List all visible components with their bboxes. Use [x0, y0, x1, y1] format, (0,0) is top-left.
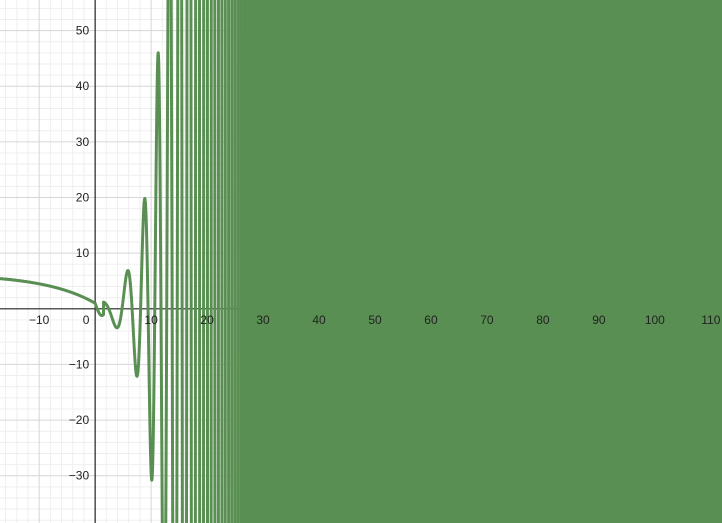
- y-tick-label: 30: [76, 135, 90, 149]
- x-tick-label: 30: [256, 313, 270, 327]
- y-tick-label: −10: [69, 357, 90, 371]
- x-tick-label: 0: [83, 313, 90, 327]
- x-tick-label: 60: [424, 313, 438, 327]
- x-tick-label: −10: [29, 313, 50, 327]
- y-tick-label: −30: [69, 469, 90, 483]
- x-tick-label: 110: [701, 313, 720, 327]
- y-tick-label: 10: [76, 246, 90, 260]
- y-tick-label: −20: [69, 413, 90, 427]
- y-tick-label: 40: [76, 79, 90, 93]
- x-tick-label: 80: [536, 313, 550, 327]
- y-tick-labels: 50 40 30 20 10 −10 −20 −30: [69, 24, 90, 483]
- x-tick-label: 100: [645, 313, 665, 327]
- x-tick-label: 10: [144, 313, 158, 327]
- y-tick-label: 20: [76, 191, 90, 205]
- x-tick-label: 50: [368, 313, 382, 327]
- x-tick-label: 70: [480, 313, 494, 327]
- y-tick-label: 50: [76, 24, 90, 38]
- x-tick-label: 90: [592, 313, 606, 327]
- x-tick-label: 40: [312, 313, 326, 327]
- x-tick-label: 20: [200, 313, 214, 327]
